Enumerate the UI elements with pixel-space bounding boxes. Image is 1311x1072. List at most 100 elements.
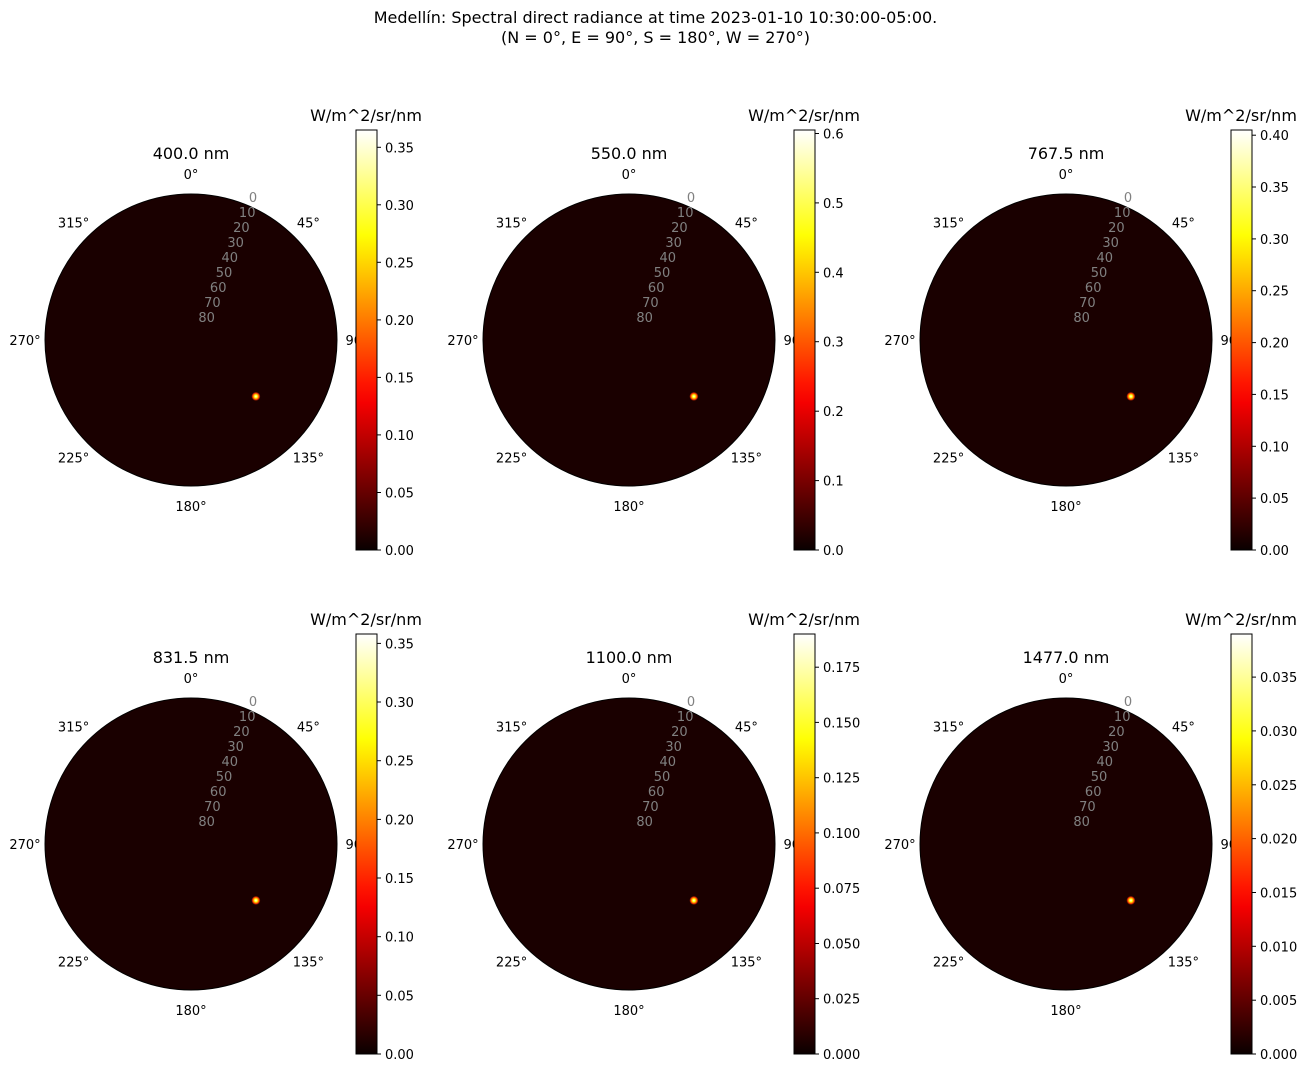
angular-tick-label: 135° xyxy=(1168,451,1199,466)
radiance-disk xyxy=(44,697,338,991)
colorbar-tick-label: 0.15 xyxy=(1260,388,1289,403)
colorbar-tick-label: 0.25 xyxy=(385,755,414,770)
polar-chart-4: 831.5 nm0°45°90°135°180°225°270°315°0102… xyxy=(9,610,422,1063)
panel-title: 550.0 nm xyxy=(591,144,668,163)
angular-tick-label: 270° xyxy=(884,334,915,349)
panel-title: 1100.0 nm xyxy=(586,648,673,667)
radial-tick-label: 60 xyxy=(648,281,665,296)
radial-tick-label: 30 xyxy=(227,740,244,755)
colorbar-tick-label: 0.35 xyxy=(385,637,414,652)
radial-tick-label: 40 xyxy=(1097,251,1114,266)
angular-tick-label: 45° xyxy=(1172,217,1195,232)
radial-tick-label: 70 xyxy=(642,800,659,815)
angular-tick-label: 270° xyxy=(9,334,40,349)
angular-tick-label: 270° xyxy=(447,838,478,853)
angular-tick-label: 0° xyxy=(622,168,637,183)
angular-tick-label: 135° xyxy=(293,955,324,970)
angular-tick-label: 315° xyxy=(496,721,527,736)
radial-tick-label: 30 xyxy=(1102,236,1119,251)
colorbar-tick-label: 0.10 xyxy=(385,931,414,946)
radial-tick-label: 30 xyxy=(227,236,244,251)
radial-tick-label: 0 xyxy=(1124,695,1132,710)
angular-tick-label: 225° xyxy=(933,955,964,970)
angular-tick-label: 0° xyxy=(622,672,637,687)
radial-tick-label: 50 xyxy=(654,770,671,785)
colorbar-tick-label: 0.6 xyxy=(823,128,844,143)
colorbar-tick-label: 0.4 xyxy=(823,266,844,281)
angular-tick-label: 180° xyxy=(613,1004,644,1019)
radial-tick-label: 20 xyxy=(1108,221,1125,236)
panel-title: 767.5 nm xyxy=(1028,144,1105,163)
radial-tick-label: 50 xyxy=(216,770,233,785)
radial-tick-label: 0 xyxy=(249,191,257,206)
radial-tick-label: 80 xyxy=(198,815,215,830)
radial-tick-label: 80 xyxy=(198,311,215,326)
angular-tick-label: 45° xyxy=(297,721,320,736)
colorbar-unit-label: W/m^2/sr/nm xyxy=(748,106,860,125)
figure-title-line-2: (N = 0°, E = 90°, S = 180°, W = 270°) xyxy=(501,28,810,47)
radial-tick-label: 0 xyxy=(687,191,695,206)
angular-tick-label: 315° xyxy=(58,721,89,736)
radial-tick-label: 10 xyxy=(1114,206,1131,221)
radial-tick-label: 60 xyxy=(210,785,227,800)
angular-tick-label: 135° xyxy=(293,451,324,466)
radial-tick-label: 50 xyxy=(1091,770,1108,785)
radiance-disk xyxy=(44,193,338,487)
colorbar-tick-label: 0.075 xyxy=(823,882,860,897)
colorbar-tick-label: 0.40 xyxy=(1260,129,1289,144)
colorbar-tick-label: 0.050 xyxy=(823,938,860,953)
colorbar-tick-label: 0.025 xyxy=(1260,779,1297,794)
radiance-disk xyxy=(482,697,776,991)
angular-tick-label: 315° xyxy=(933,721,964,736)
colorbar-unit-label: W/m^2/sr/nm xyxy=(1185,610,1297,629)
radial-tick-label: 30 xyxy=(665,740,682,755)
angular-tick-label: 180° xyxy=(1050,1004,1081,1019)
radial-tick-label: 50 xyxy=(216,266,233,281)
colorbar-tick-label: 0.150 xyxy=(823,716,860,731)
radial-tick-label: 10 xyxy=(239,710,256,725)
angular-tick-label: 270° xyxy=(447,334,478,349)
radial-tick-label: 80 xyxy=(1073,815,1090,830)
angular-tick-label: 225° xyxy=(58,451,89,466)
colorbar-tick-label: 0.000 xyxy=(823,1048,860,1063)
angular-tick-label: 135° xyxy=(731,451,762,466)
angular-tick-label: 180° xyxy=(175,1004,206,1019)
colorbar-tick-label: 0.3 xyxy=(823,336,844,351)
colorbar-tick-label: 0.00 xyxy=(385,1048,414,1063)
colorbar-tick-label: 0.05 xyxy=(1260,492,1289,507)
colorbar-unit-label: W/m^2/sr/nm xyxy=(310,610,422,629)
colorbar-tick-label: 0.25 xyxy=(1260,285,1289,300)
radial-tick-label: 0 xyxy=(1124,191,1132,206)
radial-tick-label: 80 xyxy=(636,311,653,326)
colorbar-tick-label: 0.010 xyxy=(1260,940,1297,955)
radiance-disk xyxy=(482,193,776,487)
angular-tick-label: 225° xyxy=(496,955,527,970)
angular-tick-label: 0° xyxy=(1059,672,1074,687)
colorbar xyxy=(1230,633,1253,1055)
colorbar xyxy=(793,633,816,1055)
angular-tick-label: 315° xyxy=(58,217,89,232)
colorbar-tick-label: 0.035 xyxy=(1260,671,1297,686)
colorbar-tick-label: 0.000 xyxy=(1260,1048,1297,1063)
radial-tick-label: 70 xyxy=(204,296,221,311)
angular-tick-label: 45° xyxy=(735,721,758,736)
angular-tick-label: 135° xyxy=(1168,955,1199,970)
colorbar-tick-label: 0.30 xyxy=(385,696,414,711)
radial-tick-label: 20 xyxy=(1108,725,1125,740)
colorbar-tick-label: 0.30 xyxy=(1260,233,1289,248)
radial-tick-label: 60 xyxy=(210,281,227,296)
figure-title-line-1: Medellín: Spectral direct radiance at ti… xyxy=(373,8,938,27)
radial-tick-label: 30 xyxy=(665,236,682,251)
colorbar-tick-label: 0.100 xyxy=(823,827,860,842)
radial-tick-label: 40 xyxy=(222,755,239,770)
angular-tick-label: 225° xyxy=(496,451,527,466)
radial-tick-label: 10 xyxy=(1114,710,1131,725)
radial-tick-label: 70 xyxy=(642,296,659,311)
sun-radiance-peak xyxy=(251,391,261,401)
colorbar-tick-label: 0.020 xyxy=(1260,833,1297,848)
colorbar-tick-label: 0.35 xyxy=(385,141,414,156)
sun-radiance-peak xyxy=(689,391,699,401)
colorbar-tick-label: 0.015 xyxy=(1260,887,1297,902)
angular-tick-label: 45° xyxy=(1172,721,1195,736)
radial-tick-label: 0 xyxy=(687,695,695,710)
